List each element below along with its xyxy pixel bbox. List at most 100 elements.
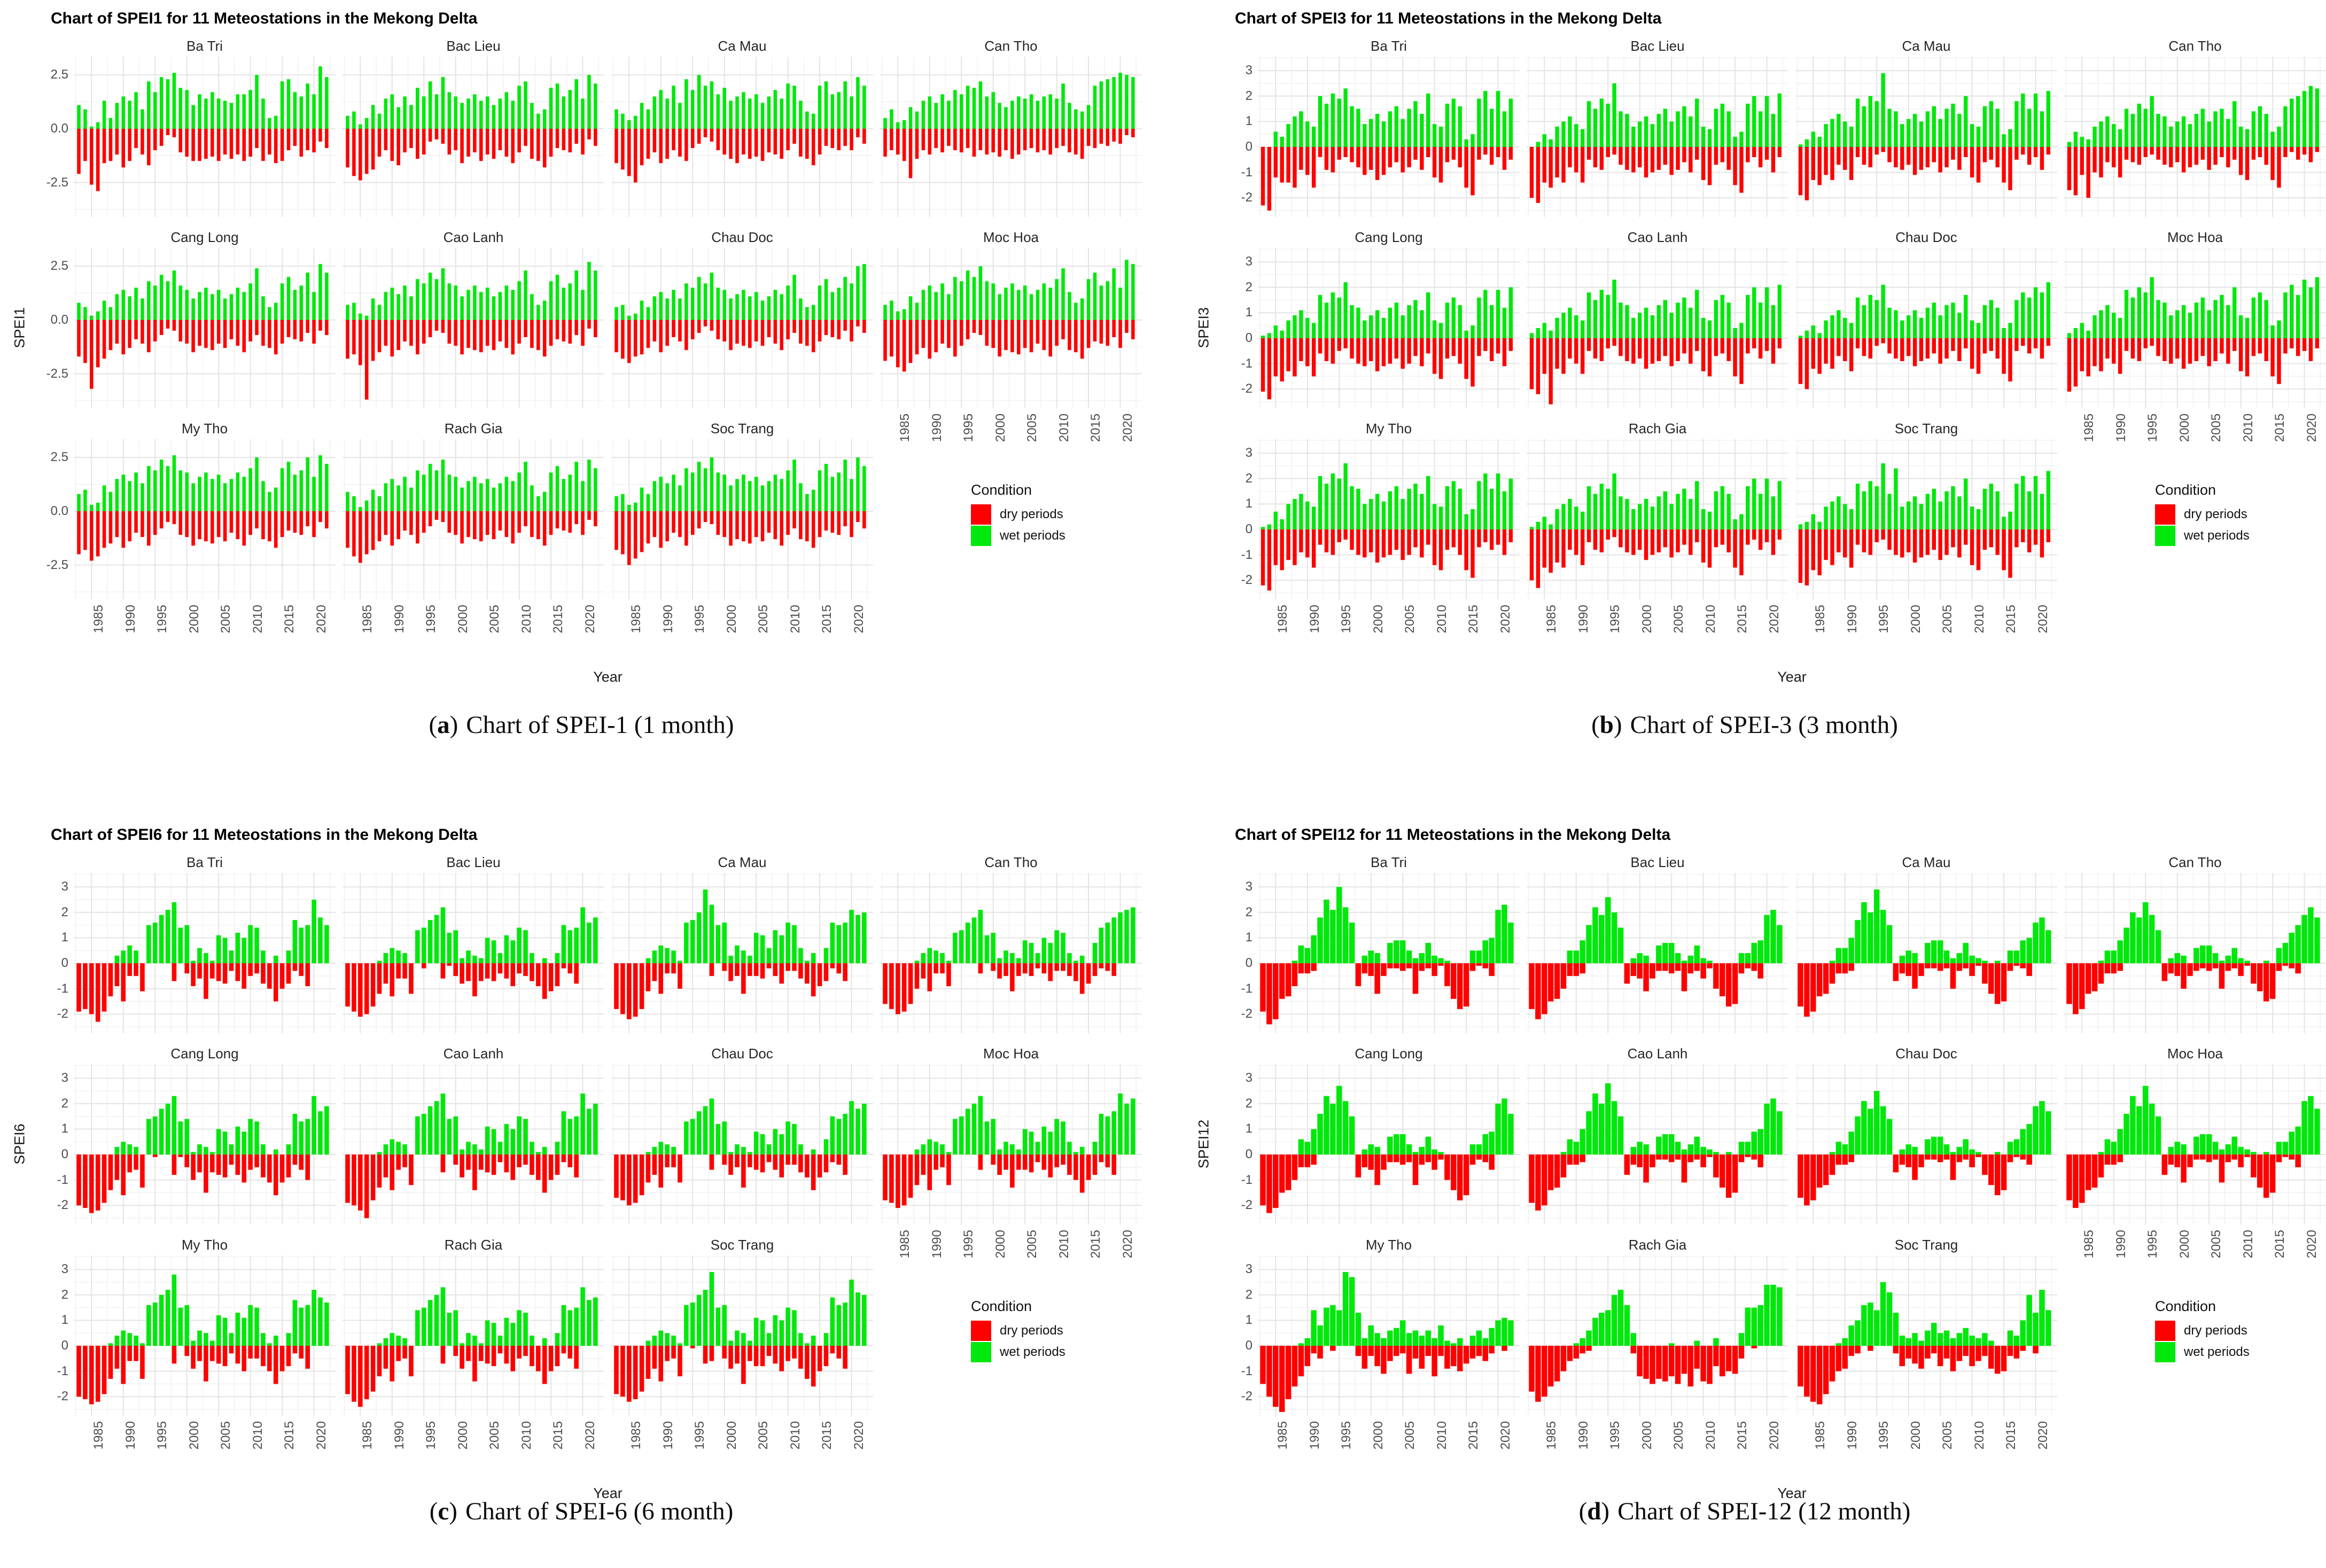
dry-bar	[1311, 963, 1317, 971]
x-tick-label: 2005	[219, 1421, 234, 1450]
dry-bar	[153, 319, 157, 342]
wet-bar	[147, 81, 151, 129]
wet-bar	[185, 90, 189, 129]
dry-bar	[222, 1154, 228, 1177]
dry-bar	[928, 319, 932, 359]
dry-bar	[1529, 963, 1535, 1009]
wet-bar	[953, 277, 957, 320]
wet-bar	[1560, 1152, 1567, 1155]
wet-bar	[1542, 517, 1547, 530]
y-tick-label: 3	[1245, 254, 1253, 269]
dry-bar	[785, 963, 790, 971]
dry-bar	[102, 1154, 107, 1203]
wet-bar	[959, 94, 963, 129]
wet-bar	[1714, 108, 1718, 147]
wet-bar	[428, 272, 432, 320]
dry-bar	[652, 1154, 657, 1175]
wet-bar	[1906, 315, 1911, 339]
x-tick-label: 2010	[1434, 605, 1449, 634]
wet-bar	[1811, 131, 1816, 147]
dry-bar	[2008, 338, 2012, 381]
wet-bar	[1381, 501, 1386, 530]
wet-bar	[248, 1119, 253, 1155]
dry-bar	[742, 128, 745, 155]
wet-bar	[908, 296, 913, 320]
dry-bar	[530, 128, 534, 159]
wet-bar	[402, 1144, 407, 1155]
x-tick-label: 2010	[250, 1421, 265, 1450]
dry-bar	[273, 963, 278, 1002]
dry-bar	[1412, 1346, 1419, 1359]
wet-bar	[753, 932, 759, 964]
dry-bar	[1099, 963, 1104, 969]
y-tick-label: -2	[1241, 1007, 1253, 1021]
dry-bar	[2080, 147, 2084, 175]
dry-bar	[1580, 338, 1585, 374]
wet-bar	[1420, 494, 1424, 530]
wet-bar	[1496, 473, 1500, 530]
wet-bar	[242, 1317, 247, 1346]
wet-bar	[396, 107, 400, 129]
dry-bar	[504, 319, 509, 348]
dry-bar	[2282, 963, 2289, 966]
dry-bar	[1125, 128, 1129, 135]
wet-bar	[568, 474, 572, 511]
plot-area-spei6: Ba Tri Bac Lieu Ca Mau Can Tho Cang Long Cao …	[5, 821, 1143, 1510]
wet-bar	[690, 90, 695, 129]
wet-bar	[134, 1146, 138, 1155]
wet-bar	[114, 1146, 120, 1155]
dry-bar	[1976, 338, 1981, 374]
dry-bar	[286, 1154, 291, 1177]
dry-bar	[2111, 1154, 2117, 1165]
dry-bar	[850, 128, 853, 151]
wet-bar	[1368, 119, 1373, 147]
wet-bar	[1464, 139, 1468, 147]
dry-bar	[89, 1346, 94, 1405]
wet-bar	[1298, 1139, 1304, 1155]
dry-bar	[1745, 963, 1751, 969]
wet-bar	[90, 126, 94, 129]
y-tick-label: 0	[1245, 1338, 1253, 1353]
wet-bar	[2112, 313, 2116, 339]
wet-bar	[390, 94, 394, 129]
dry-bar	[716, 511, 720, 535]
dry-bar	[824, 511, 828, 531]
x-tick-label: 2010	[1703, 1421, 1718, 1450]
x-tick-label: 1985	[1544, 605, 1559, 634]
dry-bar	[1975, 963, 1981, 966]
dry-bar	[1932, 338, 1936, 354]
dry-bar	[1738, 1154, 1745, 1163]
dry-bar	[198, 128, 201, 161]
dry-bar	[358, 1346, 363, 1407]
dry-bar	[927, 963, 932, 992]
dry-bar	[627, 319, 631, 363]
wet-bar	[715, 925, 721, 964]
wet-bar	[497, 1142, 503, 1155]
wet-bar	[121, 474, 126, 511]
dry-bar	[2212, 1154, 2219, 1160]
y-tick-label: 1	[1245, 1313, 1253, 1328]
dry-bar	[2302, 338, 2307, 351]
dry-bar	[402, 1154, 407, 1167]
wet-bar	[652, 296, 657, 320]
wet-bar	[2244, 961, 2250, 964]
wet-bar	[134, 92, 138, 129]
facet-chart	[1795, 1255, 2057, 1416]
wet-bar	[2277, 126, 2281, 147]
dry-bar	[1637, 1346, 1643, 1377]
facet-label: Cao Lanh	[443, 229, 504, 245]
dry-bar	[1508, 338, 1513, 351]
wet-bar	[1726, 302, 1731, 339]
wet-bar	[1969, 1149, 1975, 1155]
wet-bar	[2026, 1294, 2032, 1346]
wet-bar	[1855, 297, 1860, 339]
dry-bar	[2231, 1154, 2237, 1160]
wet-bar	[466, 1333, 471, 1346]
dry-bar	[1542, 1154, 1547, 1206]
y-tick-label: -2	[57, 1389, 68, 1404]
dry-bar	[1804, 963, 1810, 1017]
wet-bar	[377, 113, 382, 129]
wet-bar	[1771, 114, 1776, 147]
wet-bar	[1286, 504, 1290, 530]
wet-bar	[1975, 1338, 1981, 1346]
